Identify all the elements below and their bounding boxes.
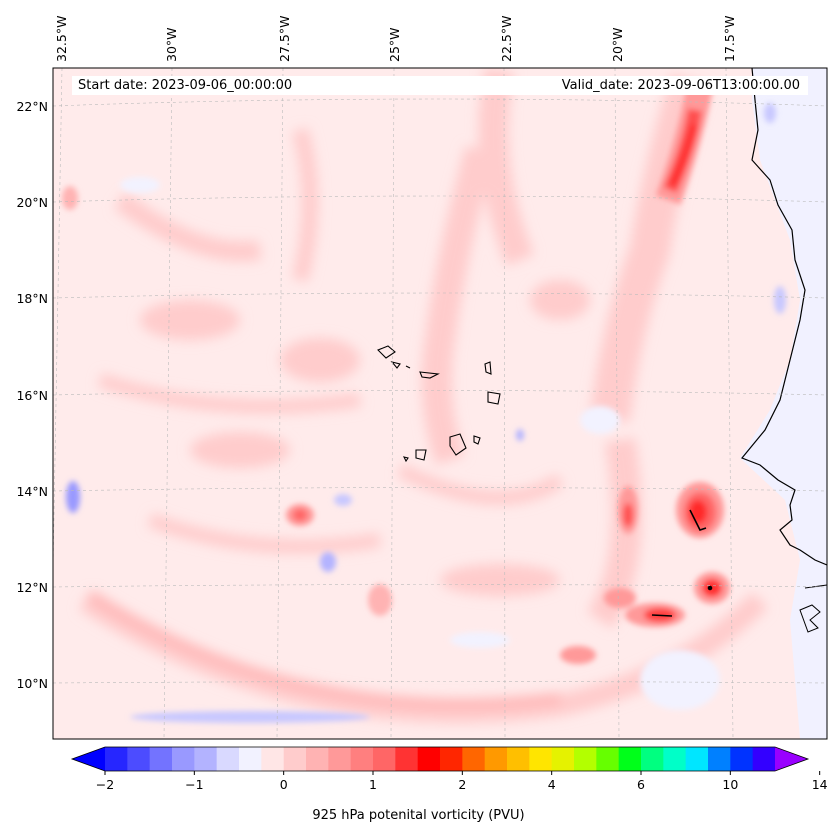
- lat-label: 14°N: [16, 484, 48, 499]
- lon-label: 25°W: [387, 27, 402, 62]
- colorbar-swatch: [283, 747, 307, 771]
- colorbar-tick-label: 10: [722, 777, 738, 792]
- colorbar-swatch: [417, 747, 441, 771]
- lat-label: 12°N: [16, 580, 48, 595]
- colorbar-swatch: [105, 747, 128, 771]
- colorbar-swatch: [529, 747, 553, 771]
- colorbar-swatch: [752, 747, 776, 771]
- colorbar-swatch: [663, 747, 687, 771]
- colorbar-swatch: [730, 747, 754, 771]
- colorbar-tick-label: 14: [812, 777, 828, 792]
- colorbar-swatch: [350, 747, 374, 771]
- colorbar-swatch: [596, 747, 620, 771]
- africa-land-fill: [740, 68, 827, 739]
- lon-label: 22.5°W: [499, 16, 514, 62]
- colorbar-swatch: [440, 747, 463, 771]
- lon-label: 32.5°W: [54, 16, 69, 62]
- colorbar-swatch: [172, 747, 195, 771]
- pv-negative-features: [66, 103, 786, 723]
- longitude-labels: 32.5°W 30°W 27.5°W 25°W 22.5°W 20°W 17.5…: [54, 16, 737, 62]
- colorbar-tick-label: 2: [458, 777, 466, 792]
- colorbar-tick-label: −1: [185, 777, 203, 792]
- colorbar-tick-label: 0: [280, 777, 288, 792]
- colorbar-extend-min: [72, 747, 105, 771]
- colorbar-swatch: [127, 747, 151, 771]
- colorbar-swatch: [149, 747, 173, 771]
- colorbar-swatch: [708, 747, 731, 771]
- colorbar-swatch: [216, 747, 240, 771]
- pv-field: [53, 68, 827, 739]
- valid-date-label: Valid_date: 2023-09-06T13:00:00.00: [538, 76, 808, 95]
- colorbar-tick-label: −2: [96, 777, 114, 792]
- lat-label: 18°N: [16, 291, 48, 306]
- latitude-labels: 22°N 20°N 18°N 16°N 14°N 12°N 10°N: [16, 99, 48, 691]
- start-date-label: Start date: 2023-09-06_00:00:00: [72, 76, 544, 95]
- lat-label: 22°N: [16, 99, 48, 114]
- bissagos-islands: [799, 604, 821, 633]
- colorbar-swatch: [641, 747, 664, 771]
- pv-broad-features: [79, 68, 768, 723]
- colorbar-tick-label: 1: [369, 777, 377, 792]
- coast-segment: [804, 584, 827, 589]
- colorbar-swatch: [306, 747, 329, 771]
- colorbar-extend-max: [775, 747, 808, 771]
- colorbar-swatch: [261, 747, 285, 771]
- map-frame: [52, 67, 828, 740]
- lat-label: 16°N: [16, 388, 48, 403]
- lat-label: 20°N: [16, 195, 48, 210]
- colorbar-ticks: −2 −1 0 1 2 4 6 10 14: [96, 771, 828, 792]
- colorbar-swatch: [462, 747, 486, 771]
- colorbar-title: 925 hPa potenital vorticity (PVU): [312, 808, 525, 823]
- colorbar-swatch: [685, 747, 709, 771]
- colorbar-tick-label: 4: [548, 777, 556, 792]
- lon-label: 27.5°W: [277, 16, 292, 62]
- lon-label: 30°W: [164, 27, 179, 62]
- colorbar: [70, 746, 810, 772]
- contour-marks: [651, 509, 713, 617]
- africa-coastline: [741, 68, 827, 566]
- colorbar-swatch: [328, 747, 352, 771]
- colorbar-swatch: [484, 747, 508, 771]
- colorbar-swatch: [507, 747, 530, 771]
- colorbar-swatch: [194, 747, 218, 771]
- lat-label: 10°N: [16, 676, 48, 691]
- colorbar-swatch: [618, 747, 642, 771]
- colorbar-tick-label: 6: [637, 777, 645, 792]
- gridlines: [53, 68, 827, 739]
- colorbar-swatch: [574, 747, 597, 771]
- cape-verde-islands: [377, 345, 501, 463]
- colorbar-swatch: [239, 747, 262, 771]
- colorbar-swatch: [395, 747, 419, 771]
- colorbar-swatch: [551, 747, 575, 771]
- lon-label: 17.5°W: [722, 16, 737, 62]
- lon-label: 20°W: [610, 27, 625, 62]
- colorbar-swatch: [373, 747, 396, 771]
